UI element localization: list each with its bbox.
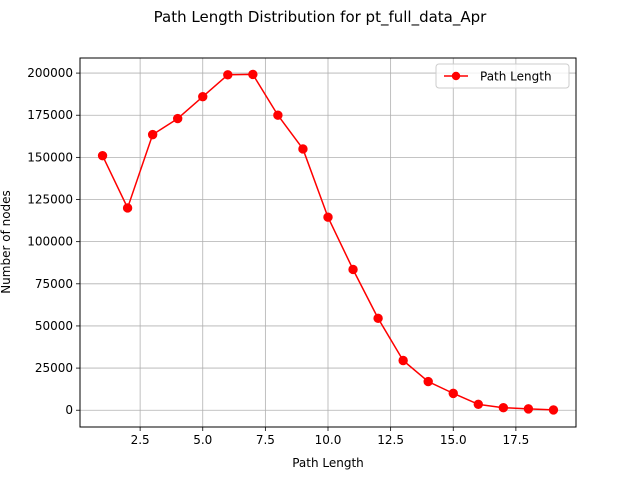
chart-title: Path Length Distribution for pt_full_dat… — [154, 8, 487, 27]
y-tick-label: 100000 — [27, 235, 73, 249]
y-axis-label: Number of nodes — [0, 190, 13, 294]
y-tick-label: 0 — [65, 403, 73, 417]
plot-series — [97, 69, 559, 415]
x-tick-label: 10.0 — [315, 433, 342, 447]
x-tick-label: 2.5 — [131, 433, 150, 447]
x-tick-label: 12.5 — [377, 433, 404, 447]
x-tick-label: 17.5 — [503, 433, 530, 447]
data-point — [223, 70, 233, 80]
axis-ticks: 2.5 5.0 7.5 10.0 12.5 15.0 17.5 0 25000 50000 7500… — [27, 66, 529, 447]
y-tick-label: 200000 — [27, 66, 73, 80]
data-point — [273, 110, 283, 120]
data-point — [147, 129, 158, 140]
data-point — [448, 388, 458, 399]
x-tick-label: 5.0 — [193, 433, 212, 447]
data-point — [248, 69, 258, 80]
legend-marker-swatch — [451, 71, 461, 81]
data-point — [423, 376, 433, 387]
legend: Path Length — [435, 63, 570, 89]
data-point — [348, 264, 358, 275]
x-axis-label: Path Length — [292, 456, 364, 470]
data-point — [473, 399, 484, 410]
grid-lines — [80, 58, 576, 427]
x-tick-label: 15.0 — [440, 433, 467, 447]
data-point — [122, 203, 133, 213]
x-tick-label: 7.5 — [256, 433, 275, 447]
y-tick-label: 50000 — [35, 319, 73, 333]
data-point — [298, 144, 308, 154]
y-tick-label: 25000 — [35, 361, 73, 375]
data-point — [398, 355, 408, 366]
y-tick-label: 125000 — [27, 193, 73, 207]
data-point — [172, 113, 183, 124]
data-point — [97, 150, 108, 161]
data-point — [548, 405, 559, 415]
y-tick-label: 175000 — [27, 108, 73, 122]
y-tick-label: 150000 — [27, 150, 73, 164]
legend-label: Path Length — [480, 70, 552, 84]
data-point — [323, 212, 333, 222]
data-point — [198, 91, 208, 102]
data-point — [523, 404, 534, 414]
y-tick-label: 75000 — [35, 277, 73, 291]
legend-box — [435, 63, 570, 89]
data-point — [373, 313, 383, 324]
data-point — [498, 402, 509, 413]
